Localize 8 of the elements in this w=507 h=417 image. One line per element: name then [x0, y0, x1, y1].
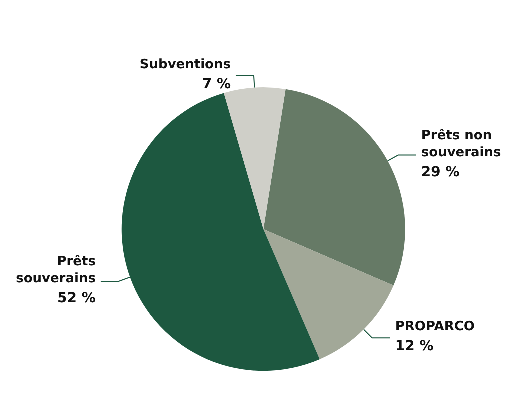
- data-label: 12 %: [395, 338, 434, 355]
- slice-label: PROPARCO: [395, 320, 475, 335]
- slice-label: Prêts souverains: [16, 254, 96, 286]
- data-label: 52 %: [58, 290, 96, 306]
- data-label: 29 %: [421, 164, 460, 180]
- data-label: 7 %: [202, 76, 231, 92]
- slice-label: Prêts non souverains: [421, 128, 502, 160]
- slice-label: Subventions: [140, 57, 232, 72]
